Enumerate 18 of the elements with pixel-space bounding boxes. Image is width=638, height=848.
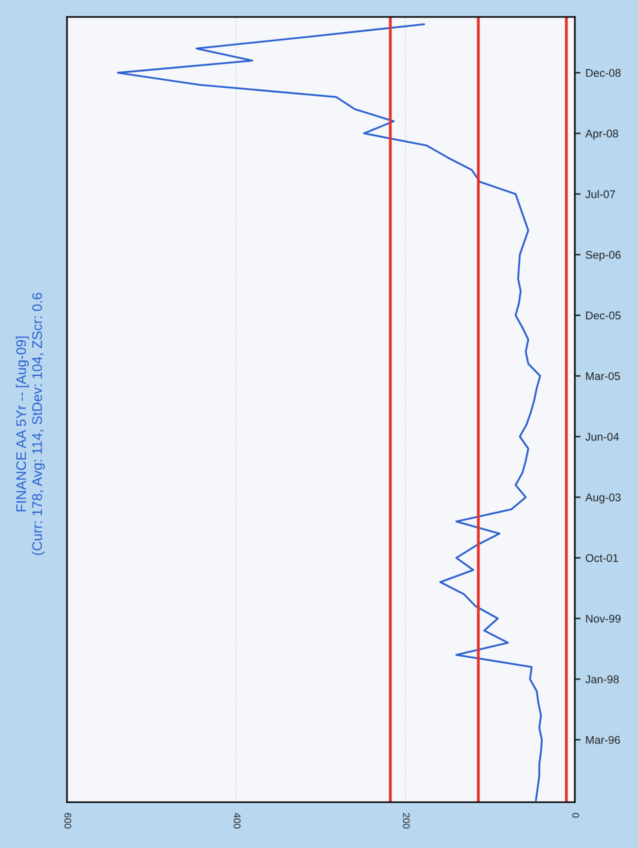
y-tick-label: Mar-05: [586, 372, 620, 380]
y-tick-label: Jan-98: [585, 675, 619, 684]
y-tick-label: Jul-07: [585, 190, 615, 198]
y-tick-label: Jun-04: [585, 432, 619, 441]
y-tick-label: Sep-06: [586, 250, 621, 261]
y-tick-label: Mar-96: [586, 736, 620, 744]
x-tick-label: 600: [64, 813, 72, 828]
y-tick-label: Nov-99: [586, 614, 621, 623]
y-tick-label: Aug-03: [585, 493, 621, 504]
y-tick-label: Apr-08: [585, 130, 618, 140]
x-tick-label: 400: [234, 812, 241, 828]
y-tick-label: Oct-01: [586, 554, 618, 562]
y-tick-label: Dec-05: [586, 312, 621, 320]
text: (Curr: 178, Avg: 114, StDev: 104, ZScr: 0.6: [32, 292, 45, 555]
x-tick-label: 0: [572, 813, 580, 818]
y-tick-label: Dec-08: [586, 69, 621, 77]
x-tick-label: 200: [402, 813, 410, 828]
text: FINANCE AA 5Yr -- [Aug-09]: [16, 336, 29, 512]
